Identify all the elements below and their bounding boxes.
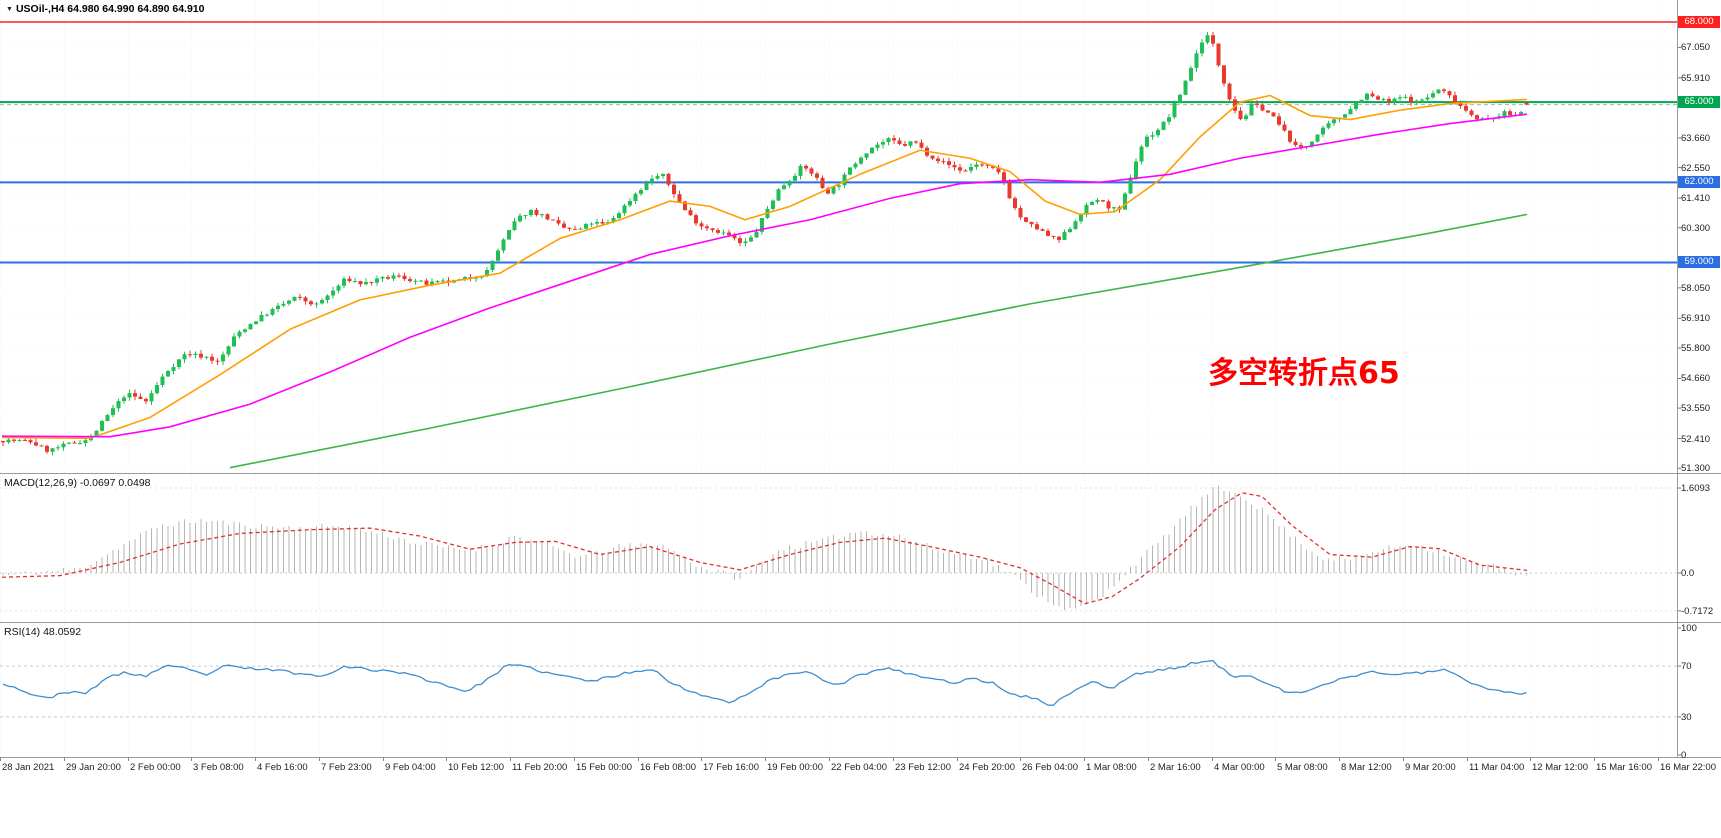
chart-dropdown-icon[interactable]: ▼ (6, 6, 13, 13)
time-axis-label: 26 Feb 04:00 (1022, 762, 1078, 773)
time-axis-label: 9 Feb 04:00 (385, 762, 436, 773)
time-axis-label: 11 Mar 04:00 (1469, 762, 1525, 773)
rsi-axis-label: 100 (1681, 623, 1697, 634)
price-line-badge: 59.000 (1678, 256, 1720, 269)
time-axis-label: 28 Jan 2021 (2, 762, 55, 773)
price-axis-label: 53.550 (1681, 403, 1711, 415)
time-axis-label: 23 Feb 12:00 (895, 762, 951, 773)
symbol-ohlc-text: USOil-,H4 64.980 64.990 64.890 64.910 (15, 3, 205, 15)
time-axis-label: 4 Feb 16:00 (257, 762, 308, 773)
chart-annotation-text: 多空转折点65 (1208, 356, 1400, 391)
rsi-axis-label: 30 (1681, 711, 1692, 723)
time-axis-label: 15 Mar 16:00 (1596, 762, 1652, 773)
price-axis-label: 54.660 (1681, 373, 1711, 385)
time-axis-label: 2 Feb 00:00 (130, 762, 181, 773)
time-axis-label: 5 Mar 08:00 (1277, 762, 1328, 773)
price-line-badge: 68.000 (1678, 16, 1720, 28)
price-axis-label: 65.910 (1681, 72, 1711, 84)
price-line-badge: 62.000 (1678, 176, 1720, 189)
time-axis-label: 2 Mar 16:00 (1150, 762, 1201, 773)
macd-axis-label: 0.0 (1681, 568, 1695, 579)
macd-indicator-label: MACD(12,26,9) -0.0697 0.0498 (4, 477, 151, 489)
time-axis-label: 1 Mar 08:00 (1086, 762, 1137, 773)
price-axis-label: 55.800 (1681, 342, 1711, 354)
time-axis-label: 24 Feb 20:00 (959, 762, 1015, 773)
time-axis-label: 11 Feb 20:00 (512, 762, 568, 773)
time-axis-label: 16 Feb 08:00 (640, 762, 696, 773)
time-axis-label: 12 Mar 12:00 (1532, 762, 1588, 773)
rsi-axis-label: 0 (1681, 750, 1687, 761)
price-axis-label: 60.300 (1681, 222, 1711, 234)
time-axis-label: 4 Mar 00:00 (1214, 762, 1265, 773)
price-axis-label: 58.050 (1681, 282, 1711, 294)
rsi-indicator-label: RSI(14) 48.0592 (4, 626, 82, 638)
time-axis-label: 19 Feb 00:00 (767, 762, 823, 773)
price-axis-label: 63.660 (1681, 132, 1711, 144)
time-axis-label: 16 Mar 22:00 (1660, 762, 1716, 773)
macd-axis-label: -0.7172 (1681, 605, 1714, 617)
price-axis-label: 67.050 (1681, 42, 1711, 54)
symbol-title: ▼ USOil-,H4 64.980 64.990 64.890 64.910 (6, 3, 205, 15)
time-axis-label: 9 Mar 20:00 (1405, 762, 1456, 773)
price-axis-label: 61.410 (1681, 193, 1711, 205)
time-axis-label: 15 Feb 00:00 (576, 762, 632, 773)
price-line-badge: 65.000 (1678, 96, 1720, 109)
time-axis-label: 22 Feb 04:00 (831, 762, 887, 773)
time-axis-label: 10 Feb 12:00 (448, 762, 504, 773)
rsi-axis-label: 70 (1681, 661, 1692, 673)
macd-axis-label: 1.6093 (1681, 483, 1711, 495)
price-axis-label: 62.550 (1681, 162, 1711, 174)
price-axis-label: 51.300 (1681, 463, 1711, 475)
time-axis-label: 7 Feb 23:00 (321, 762, 372, 773)
time-axis-label: 8 Mar 12:00 (1341, 762, 1392, 773)
time-axis-label: 3 Feb 08:00 (193, 762, 244, 773)
time-axis-label: 29 Jan 20:00 (66, 762, 121, 773)
time-axis-label: 17 Feb 16:00 (703, 762, 759, 773)
price-axis-label: 52.410 (1681, 433, 1711, 445)
price-axis-label: 56.910 (1681, 313, 1711, 325)
